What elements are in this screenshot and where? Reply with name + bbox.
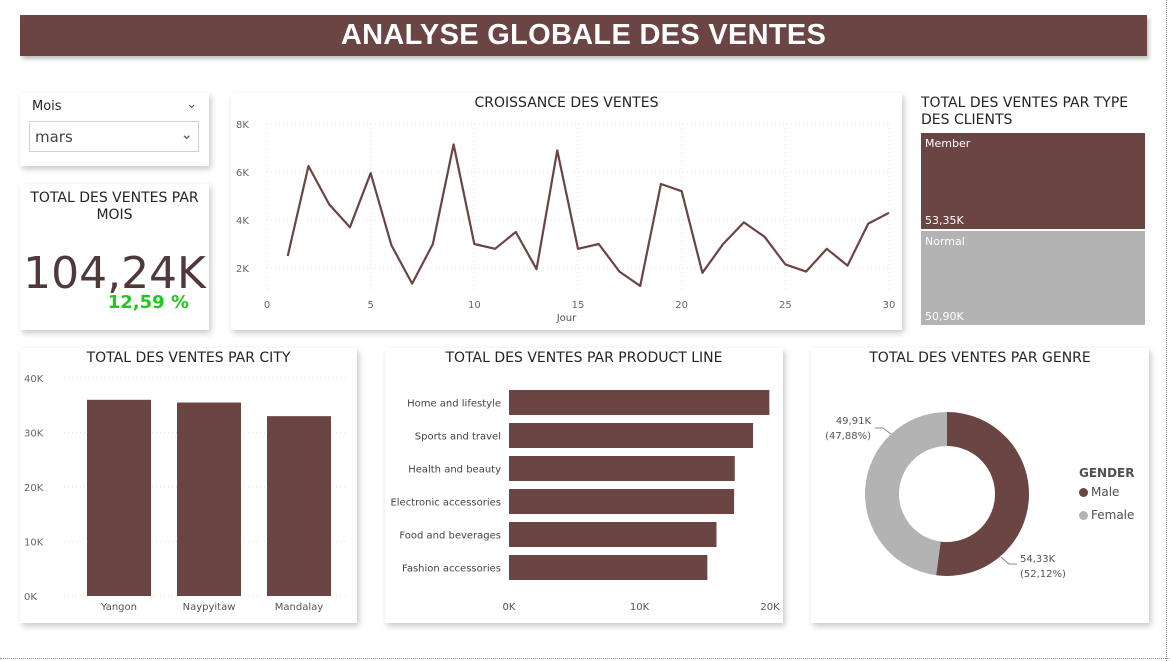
category-label: Home and lifestyle [407, 399, 501, 410]
x-tick-label: Mandalay [275, 602, 323, 613]
gender-donut-chart: 54,33K (52,12%) 49,91K (47,88%) [825, 412, 1066, 580]
legend-label: Male [1091, 485, 1120, 499]
chart-title: TOTAL DES VENTES PAR GENRE [869, 350, 1091, 366]
x-tick-label: 10K [630, 602, 650, 613]
month-slicer[interactable]: Mois ⌄ mars ⌄ [20, 93, 209, 166]
city-bar-chart: 0K 10K 20K 30K 40K Yangon Naypyitaw Mandalay [24, 374, 348, 613]
category-label: Fashion accessories [402, 564, 501, 575]
line-chart: 2K 4K 6K 8K 0 5 10 15 20 25 30 [236, 120, 896, 311]
x-tick-label: Naypyitaw [183, 602, 236, 613]
donut-slice [936, 412, 1029, 576]
legend-item-female[interactable]: Female [1079, 508, 1134, 522]
chevron-down-icon[interactable]: ⌄ [186, 97, 197, 112]
frame-border-bottom [0, 658, 1170, 659]
bar [509, 456, 735, 481]
kpi-value: 104,24K [23, 248, 206, 299]
y-tick-label: 10K [24, 538, 44, 549]
data-label: (52,12%) [1020, 569, 1066, 580]
chevron-down-icon[interactable]: ⌄ [180, 125, 193, 143]
bar [509, 555, 708, 580]
slicer-label: Mois [32, 99, 62, 114]
category-label: Food and beverages [399, 531, 501, 542]
kpi-title: TOTAL DES VENTES PAR MOIS [30, 190, 199, 223]
bar [509, 423, 754, 448]
x-axis-label: Jour [556, 313, 577, 324]
client-type-card: TOTAL DES VENTES PAR TYPE DES CLIENTS Me… [916, 93, 1149, 330]
y-tick-label: 4K [236, 216, 249, 227]
sales-growth-card: CROISSANCE DES VENTES 2K 4K 6K 8K 0 5 10 15 20 25… [231, 93, 902, 330]
chart-title: CROISSANCE DES VENTES [474, 95, 659, 111]
x-tick-label: 20K [760, 602, 780, 613]
legend-marker [1079, 488, 1088, 497]
y-tick-label: 6K [236, 168, 249, 179]
data-label: 54,33K [1020, 554, 1056, 565]
x-tick-label: 25 [779, 300, 792, 311]
y-tick-label: 40K [24, 374, 44, 385]
bar [267, 416, 331, 596]
donut-slice [865, 412, 947, 576]
legend-title: GENDER [1079, 466, 1135, 480]
x-tick-label: 15 [572, 300, 585, 311]
data-label: 49,91K [836, 416, 872, 427]
bar [509, 522, 717, 547]
treemap-member[interactable]: Member 53,35K [921, 133, 1145, 229]
treemap-value: 53,35K [925, 214, 964, 227]
x-tick-label: 0K [503, 602, 516, 613]
category-label: Electronic accessories [390, 498, 501, 509]
y-tick-label: 2K [236, 264, 249, 275]
legend-label: Female [1091, 508, 1135, 522]
y-tick-label: 0K [24, 592, 37, 603]
y-tick-label: 20K [24, 483, 44, 494]
chart-title: TOTAL DES VENTES PAR PRODUCT LINE [445, 350, 723, 366]
bar [509, 489, 735, 514]
chart-title: TOTAL DES VENTES PAR CITY [86, 350, 291, 366]
gender-sales-card: TOTAL DES VENTES PAR GENRE 54,33K (52,12%… [811, 348, 1149, 623]
treemap-normal[interactable]: Normal 50,90K [921, 231, 1145, 325]
kpi-change: 12,59 % [107, 292, 189, 313]
bar [177, 402, 241, 596]
x-tick-label: 0 [264, 300, 270, 311]
city-sales-card: TOTAL DES VENTES PAR CITY 0K 10K 20K 30K 40K… [20, 348, 357, 623]
y-tick-label: 8K [236, 120, 249, 131]
month-dropdown-value: mars [35, 128, 73, 146]
x-tick-label: 5 [367, 300, 373, 311]
treemap-value: 50,90K [925, 310, 964, 323]
bar [87, 399, 151, 596]
treemap-label: Normal [925, 235, 965, 248]
x-tick-label: 20 [675, 300, 688, 311]
y-tick-label: 30K [24, 429, 44, 440]
category-label: Sports and travel [415, 432, 501, 443]
series-line [286, 143, 890, 288]
leader-line [1000, 556, 1017, 565]
x-tick-label: Yangon [100, 602, 137, 613]
treemap-label: Member [925, 137, 971, 150]
legend-item-male[interactable]: Male [1079, 485, 1119, 499]
frame-border-right [1166, 0, 1167, 661]
category-label: Health and beauty [408, 465, 501, 476]
leader-line [875, 427, 892, 435]
x-tick-label: 30 [883, 300, 896, 311]
x-tick-label: 10 [468, 300, 481, 311]
kpi-card: TOTAL DES VENTES PAR MOIS 104,24K 12,59 … [20, 184, 209, 330]
product-line-bar-chart: 0K 10K 20K Home and lifestyle Sports and tra… [390, 390, 780, 613]
bar [509, 390, 770, 415]
legend-marker [1079, 511, 1088, 520]
month-dropdown[interactable]: mars ⌄ [29, 121, 199, 152]
chart-title: TOTAL DES VENTES PAR TYPE DES CLIENTS [921, 95, 1129, 128]
data-label: (47,88%) [825, 431, 871, 442]
page-title: ANALYSE GLOBALE DES VENTES [20, 15, 1147, 56]
product-line-card: TOTAL DES VENTES PAR PRODUCT LINE 0K 10K 2… [385, 348, 783, 623]
